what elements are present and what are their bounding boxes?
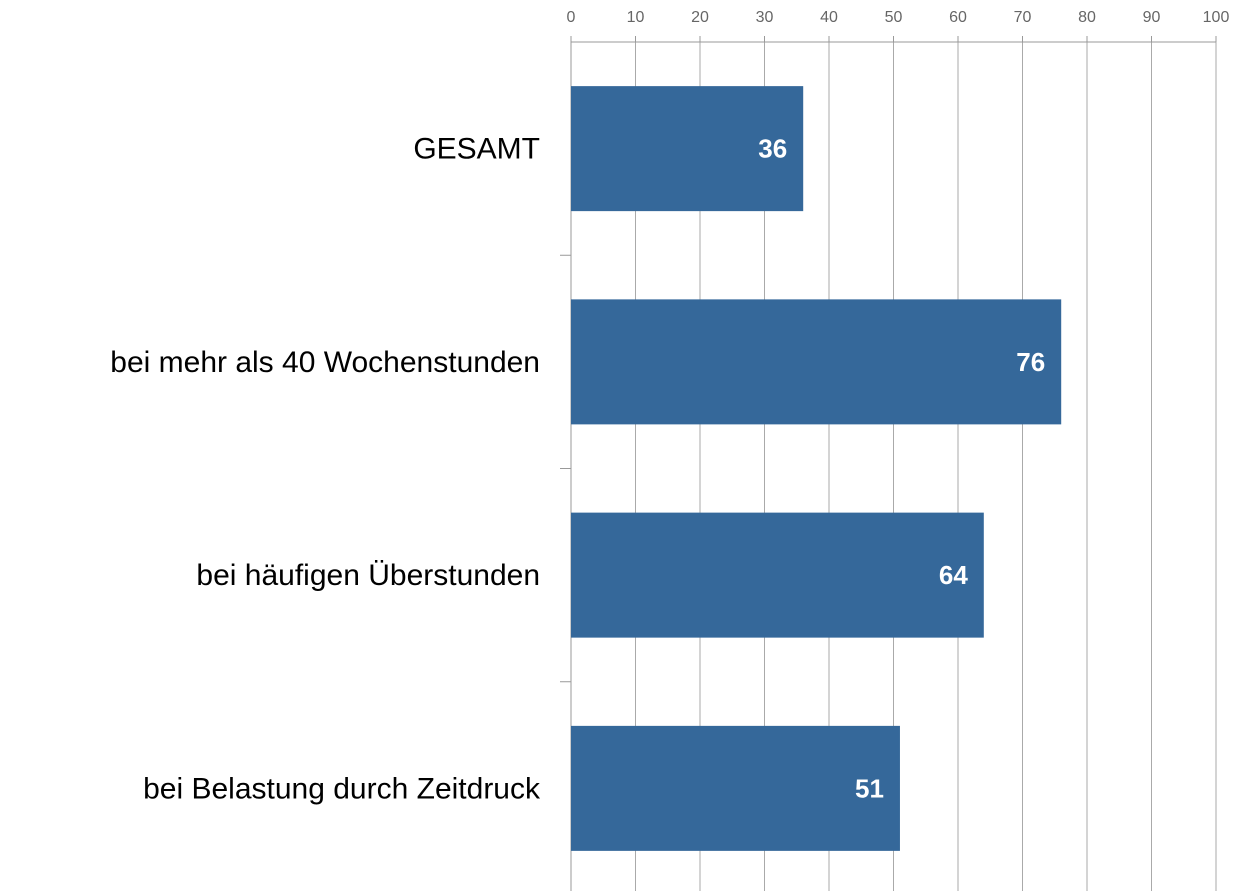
category-label: bei Belastung durch Zeitdruck <box>143 772 541 805</box>
category-label: bei mehr als 40 Wochenstunden <box>110 346 540 379</box>
x-tick-label: 90 <box>1143 9 1161 26</box>
x-tick-label: 40 <box>820 9 838 26</box>
bar <box>571 725 900 851</box>
x-tick-label: 50 <box>885 9 903 26</box>
x-tick-label: 100 <box>1203 9 1230 26</box>
x-tick-label: 0 <box>567 9 576 26</box>
bar <box>571 299 1062 425</box>
x-tick-label: 10 <box>627 9 645 26</box>
x-tick-label: 80 <box>1078 9 1096 26</box>
x-tick-label: 60 <box>949 9 967 26</box>
value-label: 64 <box>939 560 968 590</box>
value-label: 36 <box>758 134 787 164</box>
category-label: bei häufigen Überstunden <box>196 559 540 592</box>
value-label: 76 <box>1016 347 1045 377</box>
category-label: GESAMT <box>413 133 540 166</box>
x-tick-label: 20 <box>691 9 709 26</box>
value-label: 51 <box>855 773 884 803</box>
bar <box>571 86 804 212</box>
x-tick-label: 70 <box>1014 9 1032 26</box>
bar <box>571 512 984 638</box>
x-tick-label: 30 <box>756 9 774 26</box>
